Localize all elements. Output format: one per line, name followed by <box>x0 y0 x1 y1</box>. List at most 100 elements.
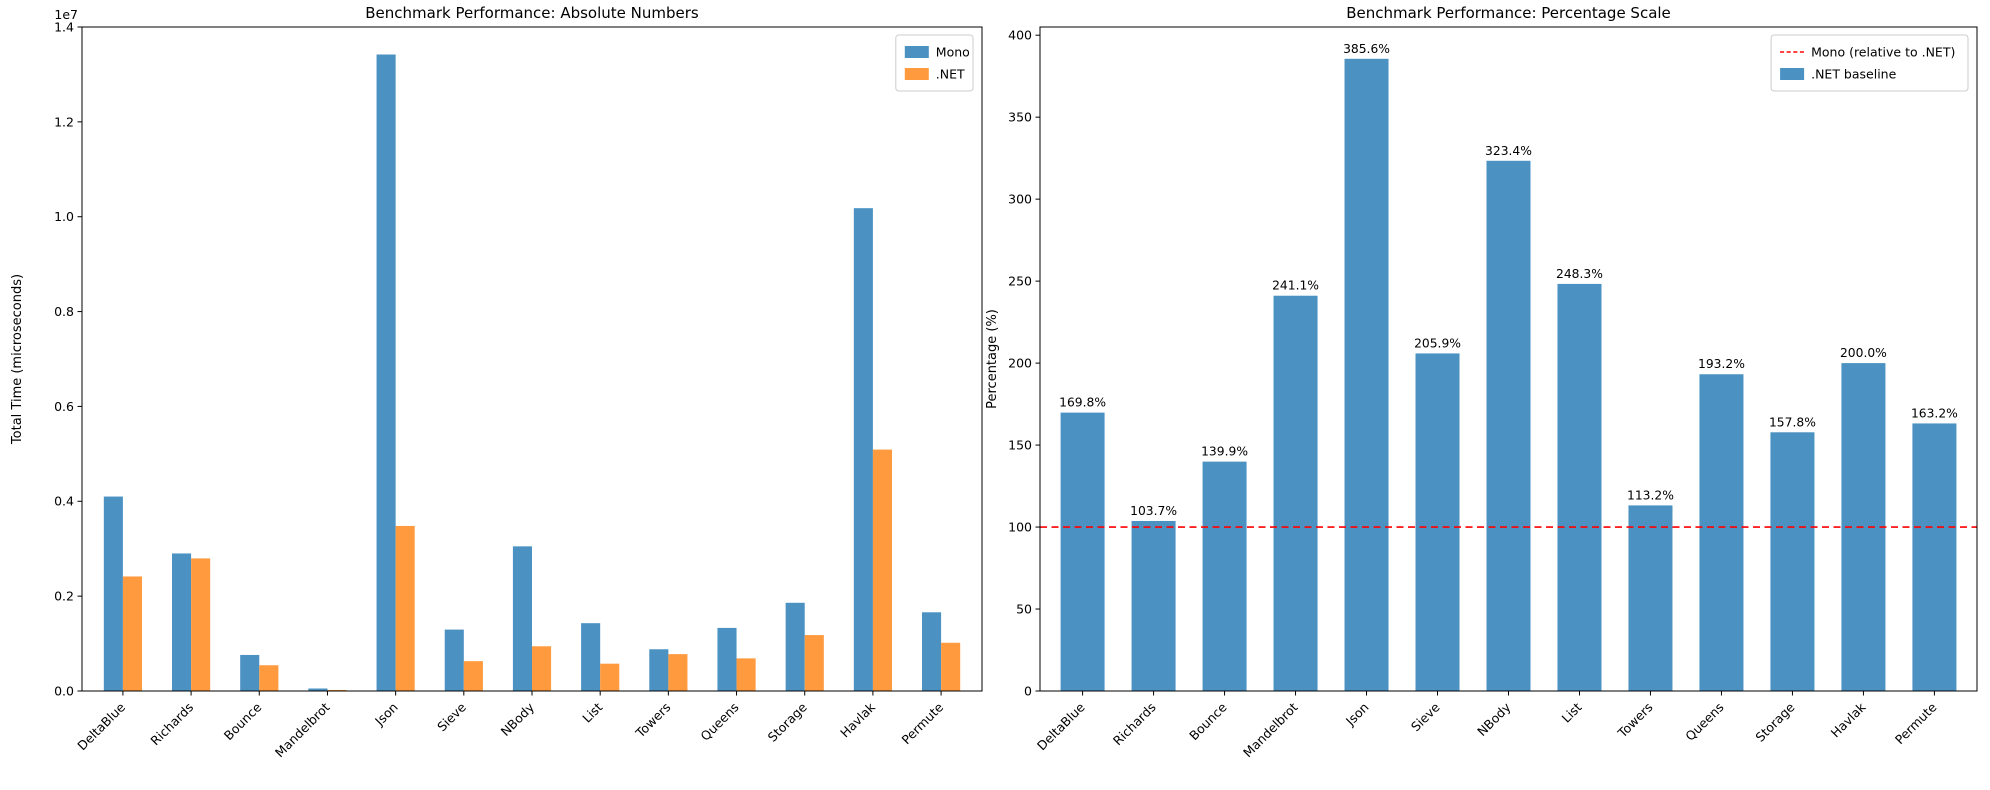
chart-title: Benchmark Performance: Absolute Numbers <box>365 4 699 22</box>
bar-mono-permute <box>922 612 942 691</box>
bar-value-label-permute: 163.2% <box>1911 406 1958 420</box>
bar-net-baseline-deltablue <box>1060 412 1105 691</box>
y-tick-label: 100 <box>1008 519 1032 534</box>
x-tick-label-deltablue: DeltaBlue <box>1034 699 1088 753</box>
bar-net-queens <box>736 658 756 691</box>
y-tick-label: 0 <box>1024 683 1032 698</box>
bar-value-label-towers: 113.2% <box>1627 488 1674 502</box>
x-tick-label-richards: Richards <box>147 700 196 749</box>
bar-net-baseline-list <box>1557 283 1602 691</box>
y-tick-label: 0.4 <box>54 494 74 509</box>
bar-net-baseline-json <box>1344 58 1389 692</box>
x-tick-label-permute: Permute <box>1892 699 1940 747</box>
bar-net-baseline-storage <box>1770 432 1815 691</box>
bar-value-label-sieve: 205.9% <box>1414 336 1461 350</box>
x-tick-label-list: List <box>579 699 605 725</box>
legend-label-mono: Mono <box>936 44 970 59</box>
bar-net-baseline-queens <box>1699 374 1744 691</box>
y-tick-label: 0.6 <box>54 399 74 414</box>
legend-label-net: .NET <box>936 66 965 81</box>
bar-value-label-mandelbrot: 241.1% <box>1272 279 1319 293</box>
y-tick-label: 200 <box>1008 355 1032 370</box>
y-tick-label: 400 <box>1008 28 1032 43</box>
x-tick-label-mandelbrot: Mandelbrot <box>1240 699 1301 760</box>
bar-net-nbody <box>532 646 552 691</box>
chart-0: Benchmark Performance: Absolute Numbers T… <box>10 4 983 760</box>
bar-net-baseline-nbody <box>1486 160 1531 692</box>
bar-net-baseline-towers <box>1628 505 1673 691</box>
bar-net-permute <box>941 642 961 691</box>
x-tick-label-storage: Storage <box>1752 699 1797 744</box>
bar-net-baseline-sieve <box>1415 353 1460 691</box>
legend-box <box>1770 34 1969 92</box>
bar-mono-nbody <box>512 546 532 691</box>
bar-net-sieve <box>463 661 483 691</box>
chart-title: Benchmark Performance: Percentage Scale <box>1346 4 1671 22</box>
x-tick-label-mandelbrot: Mandelbrot <box>272 699 333 760</box>
plot-border <box>1039 26 1978 692</box>
chart-1: Benchmark Performance: Percentage Scale P… <box>985 4 1978 760</box>
x-tick-label-json: Json <box>1342 700 1372 730</box>
bar-mono-richards <box>172 553 192 691</box>
bar-net-baseline-mandelbrot <box>1273 295 1318 691</box>
x-tick-label-bounce: Bounce <box>1186 699 1230 743</box>
bar-mono-deltablue <box>103 496 123 691</box>
y-tick-label: 350 <box>1008 110 1032 125</box>
bar-net-json <box>395 525 415 691</box>
bar-net-havlak <box>872 449 892 691</box>
y-tick-label: 0.8 <box>54 304 74 319</box>
x-tick-label-sieve: Sieve <box>1408 699 1443 734</box>
bar-net-mandelbrot <box>327 689 347 691</box>
bar-value-label-deltablue: 169.8% <box>1059 396 1106 410</box>
bar-value-label-queens: 193.2% <box>1698 357 1745 371</box>
y-tick-label: 1.2 <box>54 114 74 129</box>
bar-value-label-richards: 103.7% <box>1130 504 1177 518</box>
plot-border <box>81 26 983 692</box>
x-tick-label-nbody: NBody <box>498 699 538 739</box>
x-tick-label-bounce: Bounce <box>221 699 265 743</box>
y-axis-label: Total Time (microseconds) <box>10 274 25 445</box>
bar-value-label-havlak: 200.0% <box>1840 346 1887 360</box>
y-tick-label: 150 <box>1008 437 1032 452</box>
legend-label-net-baseline: .NET baseline <box>1811 66 1896 81</box>
x-tick-label-havlak: Havlak <box>837 699 878 740</box>
legend-rect-swatch <box>1780 68 1805 80</box>
y-tick-label: 50 <box>1016 601 1032 616</box>
y-tick-label: 300 <box>1008 192 1032 207</box>
bar-mono-havlak <box>853 208 873 692</box>
bar-net-baseline-richards <box>1131 520 1176 691</box>
x-tick-label-towers: Towers <box>1614 700 1656 742</box>
bar-mono-json <box>376 54 396 692</box>
bar-net-richards <box>191 558 211 691</box>
bar-net-baseline-permute <box>1912 423 1957 691</box>
x-tick-label-havlak: Havlak <box>1828 699 1869 740</box>
x-tick-label-sieve: Sieve <box>434 699 469 734</box>
x-tick-label-nbody: NBody <box>1474 699 1514 739</box>
bar-value-label-nbody: 323.4% <box>1485 144 1532 158</box>
legend-rect-swatch <box>904 68 929 80</box>
bar-net-towers <box>668 654 688 691</box>
x-tick-label-deltablue: DeltaBlue <box>74 699 128 753</box>
x-tick-label-richards: Richards <box>1110 700 1159 749</box>
bar-value-label-json: 385.6% <box>1343 42 1390 56</box>
legend-label-mono-relative-to-net: Mono (relative to .NET) <box>1811 44 1955 59</box>
x-tick-label-json: Json <box>371 700 401 730</box>
bar-mono-sieve <box>444 629 464 691</box>
y-axis-offset-text: 1e7 <box>54 7 78 22</box>
bar-net-bounce <box>259 665 279 691</box>
y-tick-label: 0.2 <box>54 589 74 604</box>
bar-mono-queens <box>717 627 737 691</box>
bar-value-label-list: 248.3% <box>1556 267 1603 281</box>
legend-rect-swatch <box>904 46 929 58</box>
y-tick-label: 1.0 <box>54 209 74 224</box>
bar-mono-list <box>581 623 601 691</box>
bar-value-label-bounce: 139.9% <box>1201 445 1248 459</box>
y-tick-label: 0.0 <box>54 683 74 698</box>
y-tick-label: 250 <box>1008 274 1032 289</box>
y-axis-label: Percentage (%) <box>985 309 1000 409</box>
bar-value-label-storage: 157.8% <box>1769 415 1816 429</box>
x-tick-label-permute: Permute <box>899 699 947 747</box>
bar-net-list <box>600 663 620 691</box>
